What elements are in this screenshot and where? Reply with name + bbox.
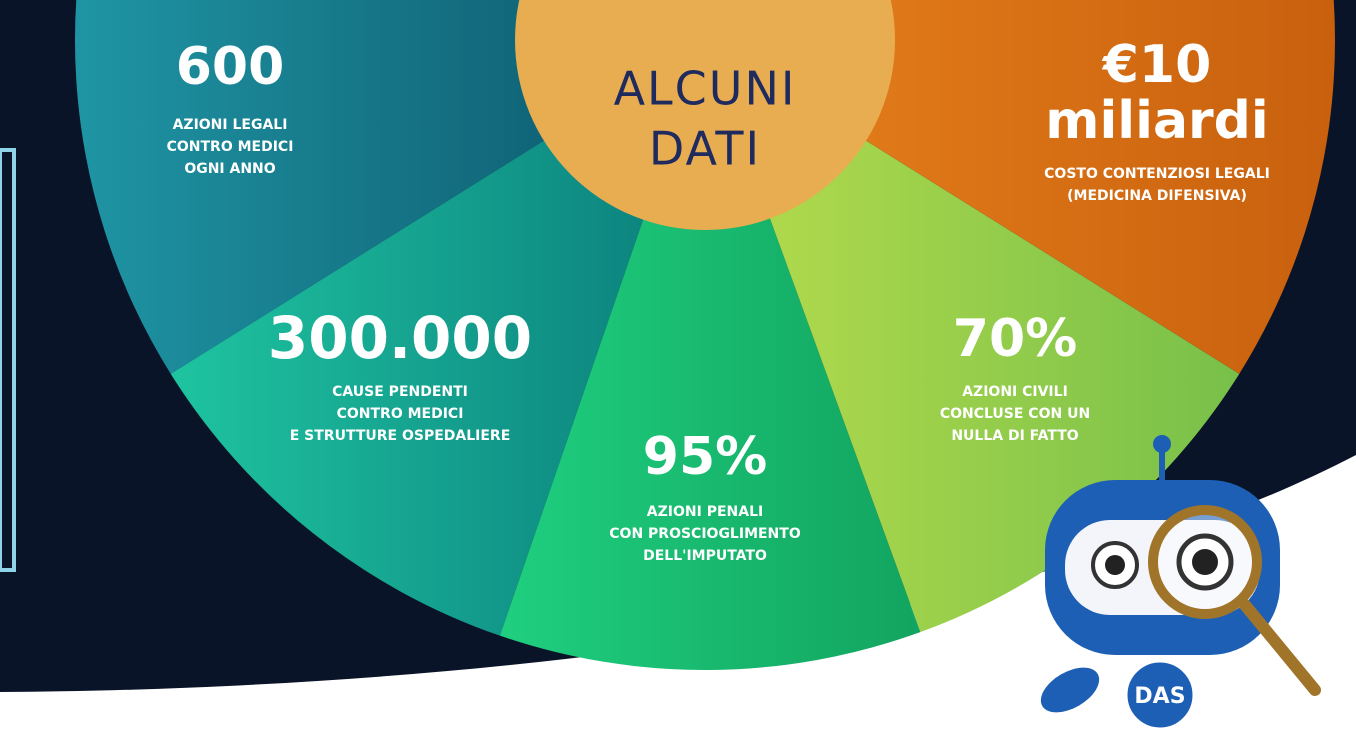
pupil [1192,549,1218,575]
stat-caption: DELL'IMPUTATO [643,548,767,564]
stat-caption: CONTRO MEDICI [337,406,464,422]
antenna-tip [1153,435,1171,453]
stat-caption: NULLA DI FATTO [951,428,1078,444]
title-line: ALCUNI [614,62,797,116]
infographic: ALCUNI DATI 600 AZIONI LEGALI CONTRO MEDIC… [0,0,1356,738]
stat-caption: (MEDICINA DIFENSIVA) [1067,188,1247,204]
stat-figure: 600 [176,37,285,97]
stat-caption: AZIONI PENALI [647,504,763,520]
stat-caption: COSTO CONTENZIOSI LEGALI [1044,166,1270,182]
stat-figure: miliardi [1045,91,1268,151]
stat-figure: 95% [643,427,767,487]
stat-caption: CONCLUSE CON UN [940,406,1090,422]
logo-text: DAS [1134,684,1185,709]
title-line: DATI [649,122,761,176]
stat-caption: AZIONI LEGALI [173,117,288,133]
stat-caption: AZIONI CIVILI [962,384,1068,400]
stat-caption: E STRUTTURE OSPEDALIERE [290,428,511,444]
stat-caption: CON PROSCIOGLIMENTO [609,526,801,542]
pupil [1105,555,1125,575]
stat-caption: CAUSE PENDENTI [332,384,468,400]
stat-caption: OGNI ANNO [184,161,275,177]
stat-figure: 70% [953,309,1077,369]
stat-figure: 300.000 [268,304,532,372]
stat-caption: CONTRO MEDICI [167,139,294,155]
stat-figure: €10 [1102,35,1212,95]
